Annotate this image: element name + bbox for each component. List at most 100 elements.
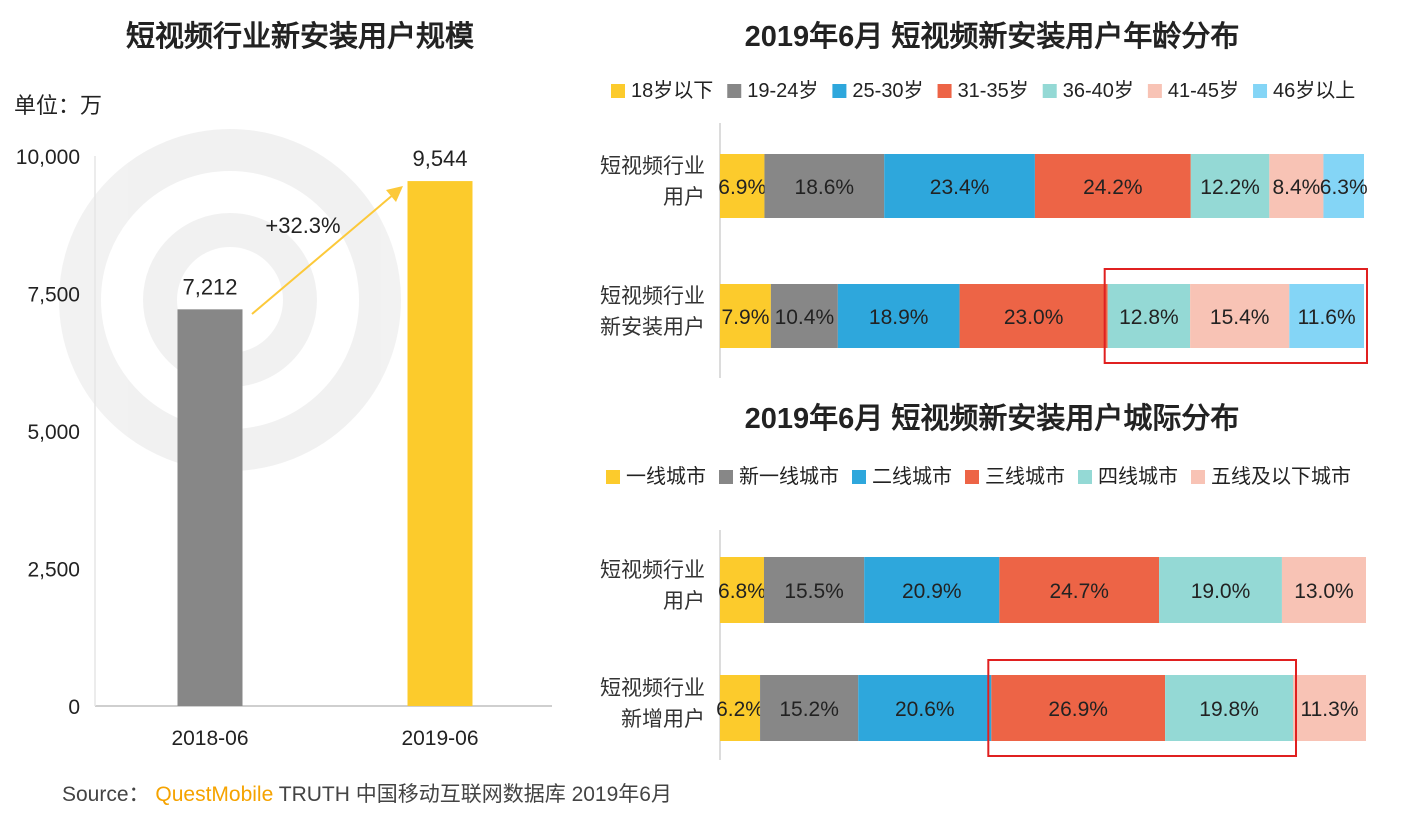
segment-36-40岁 [1190, 154, 1270, 218]
legend-label: 36-40岁 [1063, 79, 1134, 102]
growth-arrow [251, 186, 403, 315]
segment-value-label: 13.0% [1294, 580, 1354, 603]
y-tick-label: 7,500 [27, 284, 80, 307]
segment-value-label: 24.7% [1049, 580, 1109, 603]
segment-value-label: 15.2% [779, 698, 839, 721]
segment-新一线城市 [760, 675, 859, 741]
legend-label: 四线城市 [1098, 465, 1178, 488]
segment-四线城市 [1165, 675, 1294, 741]
segment-新一线城市 [763, 557, 865, 623]
legend-label: 46岁以上 [1273, 79, 1355, 102]
segment-value-label: 6.9% [718, 176, 766, 199]
growth-label: +32.3% [265, 213, 340, 238]
segment-二线城市 [864, 557, 1000, 623]
segment-一线城市 [720, 557, 764, 623]
segment-31-35岁 [959, 284, 1108, 348]
legend-swatch [1078, 470, 1092, 484]
segment-46岁以上 [1289, 284, 1364, 348]
segment-value-label: 19.0% [1191, 580, 1251, 603]
source-detail: TRUTH 中国移动互联网数据库 2019年6月 [278, 783, 672, 806]
legend-swatch [719, 470, 733, 484]
category-label: 用户 [663, 590, 705, 613]
category-label: 短视频行业 [600, 559, 705, 582]
segment-18岁以下 [720, 154, 765, 218]
legend-swatch [1253, 84, 1268, 98]
segment-三线城市 [999, 557, 1160, 623]
legend-label: 一线城市 [626, 465, 706, 488]
legend-label: 41-45岁 [1168, 79, 1239, 102]
legend-label: 五线及以下城市 [1211, 465, 1351, 488]
segment-value-label: 12.8% [1119, 306, 1179, 329]
segment-二线城市 [858, 675, 992, 741]
age-chart-title: 2019年6月 短视频新安装用户年龄分布 [745, 19, 1240, 53]
segment-value-label: 12.2% [1200, 176, 1260, 199]
category-label: 用户 [663, 186, 705, 209]
segment-value-label: 6.8% [718, 580, 766, 603]
segment-18岁以下 [720, 284, 771, 348]
category-label: 短视频行业 [600, 677, 705, 700]
x-tick-label: 2018-06 [171, 727, 248, 750]
segment-四线城市 [1159, 557, 1282, 623]
segment-value-label: 19.8% [1199, 698, 1259, 721]
legend-label: 新一线城市 [739, 465, 839, 488]
segment-19-24岁 [764, 154, 885, 218]
legend-swatch [1042, 84, 1057, 98]
segment-value-label: 18.6% [795, 176, 855, 199]
legend-swatch [937, 84, 952, 98]
legend-swatch [1191, 470, 1205, 484]
segment-31-35岁 [1034, 154, 1191, 218]
category-label: 短视频行业 [600, 285, 705, 308]
segment-value-label: 10.4% [775, 306, 835, 329]
segment-value-label: 20.9% [902, 580, 962, 603]
segment-value-label: 24.2% [1083, 176, 1143, 199]
segment-三线城市 [991, 675, 1166, 741]
legend-swatch [611, 84, 625, 98]
highlight-box [987, 659, 1298, 757]
bar-value-label: 7,212 [182, 274, 237, 299]
segment-value-label: 15.4% [1210, 306, 1270, 329]
category-label: 短视频行业 [600, 155, 705, 178]
segment-19-24岁 [770, 284, 838, 348]
source-brand: QuestMobile [155, 783, 274, 806]
source-line: Source： QuestMobile TRUTH 中国移动互联网数据库 201… [62, 778, 672, 808]
legend-label: 三线城市 [985, 465, 1065, 488]
y-tick-label: 2,500 [27, 559, 80, 582]
category-label: 新增用户 [621, 708, 705, 731]
segment-36-40岁 [1107, 284, 1191, 348]
legend-label: 25-30岁 [852, 79, 923, 102]
segment-value-label: 11.3% [1301, 698, 1359, 721]
city-chart-title: 2019年6月 短视频新安装用户城际分布 [745, 401, 1240, 435]
unit-label: 单位：万 [14, 93, 102, 118]
highlight-box [1103, 268, 1368, 364]
legend-label: 二线城市 [872, 465, 952, 488]
bar-2018-06 [177, 309, 243, 706]
legend-label: 19-24岁 [747, 79, 818, 102]
left-chart-title: 短视频行业新安装用户规模 [126, 19, 475, 53]
legend-swatch [727, 84, 742, 98]
segment-五线及以下城市 [1293, 675, 1366, 741]
y-tick-label: 5,000 [27, 421, 80, 444]
legend-swatch [832, 84, 847, 98]
segment-value-label: 6.3% [1320, 176, 1368, 199]
source-prefix: Source： [62, 783, 150, 806]
segment-一线城市 [720, 675, 761, 741]
segment-value-label: 23.4% [930, 176, 990, 199]
legend-swatch [1147, 84, 1162, 98]
y-tick-label: 0 [68, 696, 80, 719]
legend-label: 18岁以下 [631, 79, 713, 102]
y-tick-label: 10,000 [16, 146, 80, 169]
legend-swatch [965, 470, 979, 484]
legend-swatch [606, 470, 620, 484]
segment-25-30岁 [884, 154, 1035, 218]
segment-value-label: 26.9% [1048, 698, 1108, 721]
legend-label: 31-35岁 [958, 79, 1029, 102]
bar-2019-06 [407, 181, 473, 706]
segment-value-label: 20.6% [895, 698, 955, 721]
segment-value-label: 11.6% [1298, 306, 1356, 329]
bar-value-label: 9,544 [412, 146, 467, 171]
segment-value-label: 18.9% [869, 306, 929, 329]
segment-41-45岁 [1269, 154, 1324, 218]
segment-46岁以上 [1323, 154, 1364, 218]
x-tick-label: 2019-06 [401, 727, 478, 750]
